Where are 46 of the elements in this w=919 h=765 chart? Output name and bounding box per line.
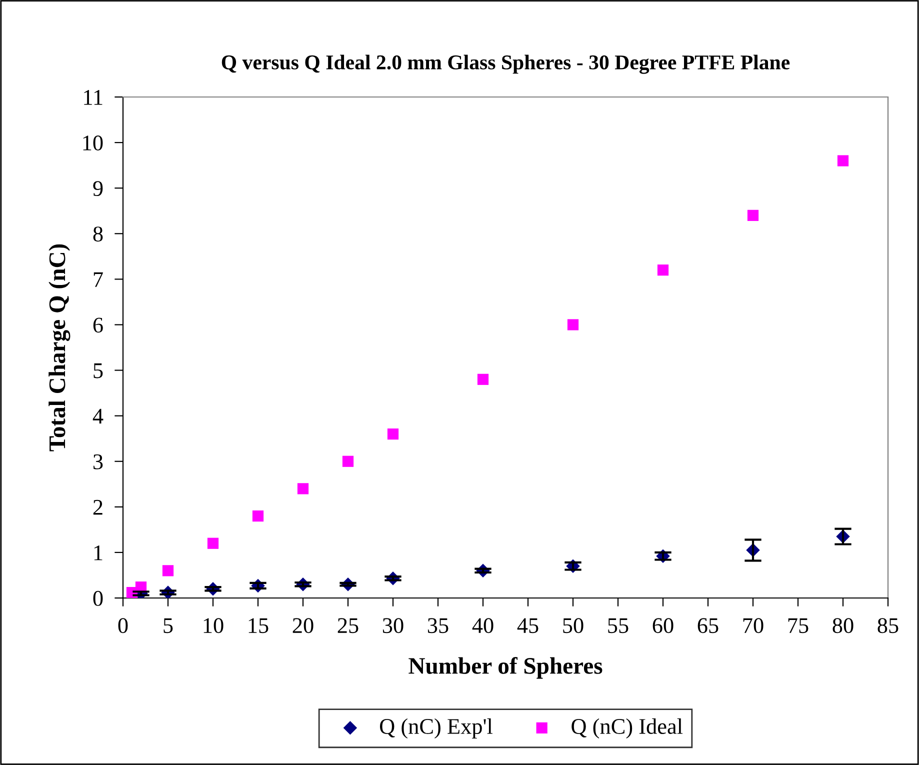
x-tick-label: 60 bbox=[652, 618, 674, 634]
x-tick-label: 0 bbox=[118, 618, 128, 634]
y-tick-label: 7 bbox=[94, 272, 103, 287]
y-tick-label: 9 bbox=[93, 181, 103, 196]
y-tick-label: 11 bbox=[84, 90, 102, 105]
y-tick-label: 3 bbox=[94, 454, 103, 470]
y-tick-label: 10 bbox=[83, 135, 103, 150]
y-tick-label: 6 bbox=[93, 318, 103, 333]
x-tick-label: 50 bbox=[563, 618, 584, 634]
x-tick-label: 80 bbox=[832, 618, 854, 634]
point bbox=[207, 538, 219, 549]
chart-title: Q versus Q Ideal 2.0 mm Glass Spheres - 30 Degree PTFE Plane bbox=[222, 54, 790, 74]
point bbox=[297, 483, 309, 494]
y-tick-label: 8 bbox=[93, 226, 103, 242]
y-tick-label: 1 bbox=[94, 545, 102, 560]
y-tick-label: 4 bbox=[92, 408, 104, 424]
point bbox=[342, 456, 354, 467]
y-tick-label: 5 bbox=[94, 363, 103, 378]
x-tick-label: 35 bbox=[428, 618, 448, 634]
x-tick-label: 20 bbox=[292, 618, 314, 634]
x-tick-label: 75 bbox=[788, 618, 808, 634]
point bbox=[837, 155, 849, 166]
x-tick-label: 55 bbox=[608, 618, 628, 634]
x-tick-label: 30 bbox=[382, 618, 404, 634]
point bbox=[567, 319, 579, 330]
point bbox=[252, 510, 264, 522]
y-axis-title: Total Charge Q (nC) bbox=[48, 244, 70, 452]
x-tick-label: 10 bbox=[204, 618, 224, 634]
x-tick-label: 65 bbox=[698, 618, 718, 634]
point bbox=[387, 428, 399, 440]
legend-label: Q (nC) Ideal bbox=[572, 718, 683, 738]
x-tick-label: 40 bbox=[472, 618, 494, 634]
x-tick-label: 70 bbox=[743, 618, 764, 634]
x-axis-title: Number of Spheres bbox=[408, 657, 602, 679]
point bbox=[162, 565, 174, 576]
y-tick-label: 2 bbox=[93, 500, 102, 515]
point bbox=[657, 264, 669, 276]
point bbox=[477, 374, 489, 385]
y-tick-label: 0 bbox=[93, 590, 103, 606]
x-tick-label: 25 bbox=[338, 618, 358, 634]
x-tick-label: 45 bbox=[517, 618, 538, 634]
x-tick-label: 85 bbox=[878, 618, 898, 634]
point bbox=[747, 210, 759, 221]
legend-label: Q (nC) Exp'l bbox=[380, 718, 493, 738]
x-tick-label: 5 bbox=[164, 618, 173, 634]
x-tick-label: 15 bbox=[248, 618, 268, 634]
